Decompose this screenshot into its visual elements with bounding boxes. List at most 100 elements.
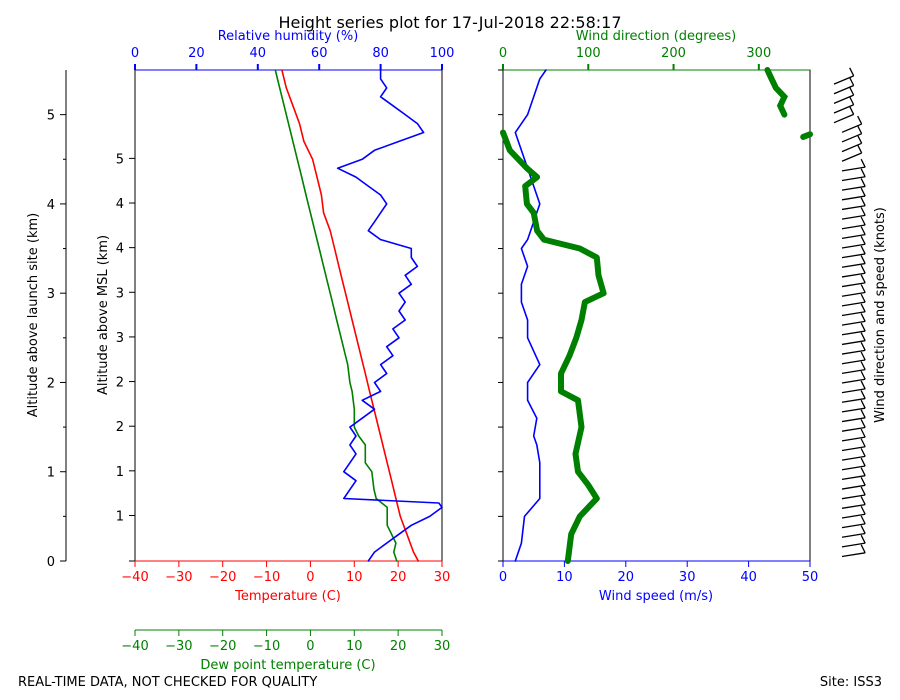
wind-barb bbox=[841, 282, 866, 288]
wind-barb-flag bbox=[860, 380, 866, 390]
wind-barb-flag bbox=[849, 67, 855, 77]
wind-barb-flag bbox=[860, 534, 866, 544]
wind-direction-line-wrap bbox=[764, 67, 788, 118]
wind-barb bbox=[841, 407, 866, 413]
humidity-tick-label: 60 bbox=[311, 46, 328, 61]
humidity-line bbox=[336, 69, 443, 562]
temperature-tick-label: −20 bbox=[209, 570, 236, 585]
wind-barb bbox=[841, 195, 866, 201]
wind-barb-flag bbox=[860, 245, 866, 255]
wind-barb-flag bbox=[860, 178, 866, 187]
wind-barb-flag bbox=[860, 158, 866, 168]
wind-speed-axis-label: Wind speed (m/s) bbox=[599, 589, 713, 604]
temperature-axis-ticks: −40 −30 −20 −10 0 10 20 30 bbox=[121, 560, 450, 585]
wind-speed-axis-ticks: 0 10 20 30 40 50 bbox=[499, 560, 818, 585]
wind-barb-flag bbox=[860, 428, 866, 438]
wind-barb bbox=[841, 436, 866, 442]
msl-tick-label: 5 bbox=[116, 152, 124, 167]
wind-direction-tick-label: 100 bbox=[576, 46, 601, 61]
wind-barb bbox=[841, 176, 866, 182]
wind-barb-flag bbox=[860, 342, 866, 351]
temperature-tick-label: 0 bbox=[306, 570, 314, 585]
wind-barb bbox=[841, 388, 866, 394]
wind-barb-flag bbox=[860, 168, 866, 178]
temperature-tick-label: −10 bbox=[253, 570, 280, 585]
wind-barb bbox=[841, 494, 866, 500]
wind-barb bbox=[841, 123, 862, 133]
msl-tick-label: 3 bbox=[116, 286, 124, 301]
wind-barb-flag bbox=[860, 467, 866, 476]
wind-barb-flag bbox=[849, 106, 855, 115]
launch-tick-label: 1 bbox=[47, 466, 55, 481]
launch-tick-label: 0 bbox=[47, 555, 55, 570]
dewpoint-tick-label: −40 bbox=[121, 639, 148, 654]
wind-barb bbox=[841, 311, 866, 317]
wind-speed-tick-label: 30 bbox=[679, 570, 696, 585]
left-panel-frame bbox=[134, 69, 443, 562]
wind-series-group bbox=[500, 67, 813, 564]
wind-speed-tick-label: 0 bbox=[499, 570, 507, 585]
humidity-tick-label: 80 bbox=[372, 46, 389, 61]
dewpoint-tick-label: −20 bbox=[209, 639, 236, 654]
wind-direction-axis-ticks: 0 100 200 300 bbox=[499, 46, 810, 71]
msl-tick-label: 2 bbox=[116, 376, 124, 391]
wind-barb-flag bbox=[860, 264, 866, 274]
wind-barb-flag bbox=[860, 187, 866, 197]
wind-direction-tick-label: 0 bbox=[499, 46, 507, 61]
msl-tick-label: 4 bbox=[116, 197, 124, 212]
wind-barb-flag bbox=[860, 486, 866, 496]
wind-barb-flag bbox=[860, 496, 866, 505]
wind-barb bbox=[841, 455, 866, 461]
wind-barb bbox=[841, 349, 866, 355]
wind-barb-flag bbox=[860, 313, 866, 322]
wind-barb-flag bbox=[860, 322, 866, 332]
wind-barb bbox=[841, 205, 866, 211]
wind-barb bbox=[841, 152, 862, 162]
wind-barb-flag bbox=[860, 207, 866, 216]
dewpoint-tick-label: 10 bbox=[346, 639, 363, 654]
dewpoint-line bbox=[274, 69, 398, 562]
temperature-tick-label: 10 bbox=[346, 570, 363, 585]
wind-barb bbox=[841, 426, 866, 432]
wind-barb-flag bbox=[860, 448, 866, 457]
wind-barb-flag bbox=[860, 216, 866, 226]
wind-barb-flag bbox=[860, 457, 866, 467]
wind-barb bbox=[841, 417, 866, 423]
humidity-tick-label: 40 bbox=[250, 46, 267, 61]
wind-barb bbox=[841, 253, 866, 259]
temperature-tick-label: −40 bbox=[121, 570, 148, 585]
wind-barb-flag bbox=[860, 419, 866, 428]
launch-tick-label: 2 bbox=[47, 376, 55, 391]
dewpoint-axis-ticks: −40 −30 −20 −10 0 10 20 30 bbox=[121, 630, 450, 654]
wind-barb bbox=[841, 243, 866, 249]
wind-direction-line-wrap bbox=[800, 131, 813, 140]
wind-barb-flag bbox=[860, 255, 866, 264]
temperature-axis-label: Temperature (C) bbox=[234, 589, 341, 604]
wind-barb-flag bbox=[857, 144, 863, 154]
launch-altitude-axis-label: Altitude above launch site (km) bbox=[26, 213, 41, 417]
msl-tick-label: 2 bbox=[116, 420, 124, 435]
wind-barb bbox=[841, 166, 866, 172]
wind-barb bbox=[841, 359, 866, 365]
wind-barb-flag bbox=[860, 274, 866, 284]
msl-tick-label: 4 bbox=[116, 242, 124, 257]
dewpoint-tick-label: 0 bbox=[306, 639, 314, 654]
wind-barb bbox=[841, 523, 866, 529]
wind-barb bbox=[841, 503, 866, 509]
wind-barb bbox=[841, 262, 866, 268]
wind-barb bbox=[841, 301, 866, 307]
wind-barb bbox=[841, 532, 866, 538]
wind-barb-flag bbox=[860, 390, 866, 399]
wind-barb-flag bbox=[860, 351, 866, 361]
wind-speed-tick-label: 10 bbox=[556, 570, 573, 585]
thermo-series-group bbox=[274, 69, 443, 562]
wind-barb-flag bbox=[860, 303, 866, 313]
wind-barb bbox=[841, 465, 866, 471]
wind-barb bbox=[833, 104, 854, 114]
humidity-axis-label: Relative humidity (%) bbox=[218, 29, 359, 44]
temperature-line bbox=[281, 69, 420, 562]
humidity-tick-label: 20 bbox=[188, 46, 205, 61]
wind-barb bbox=[833, 113, 854, 124]
wind-barb-flag bbox=[860, 477, 866, 486]
humidity-tick-label: 0 bbox=[131, 46, 139, 61]
